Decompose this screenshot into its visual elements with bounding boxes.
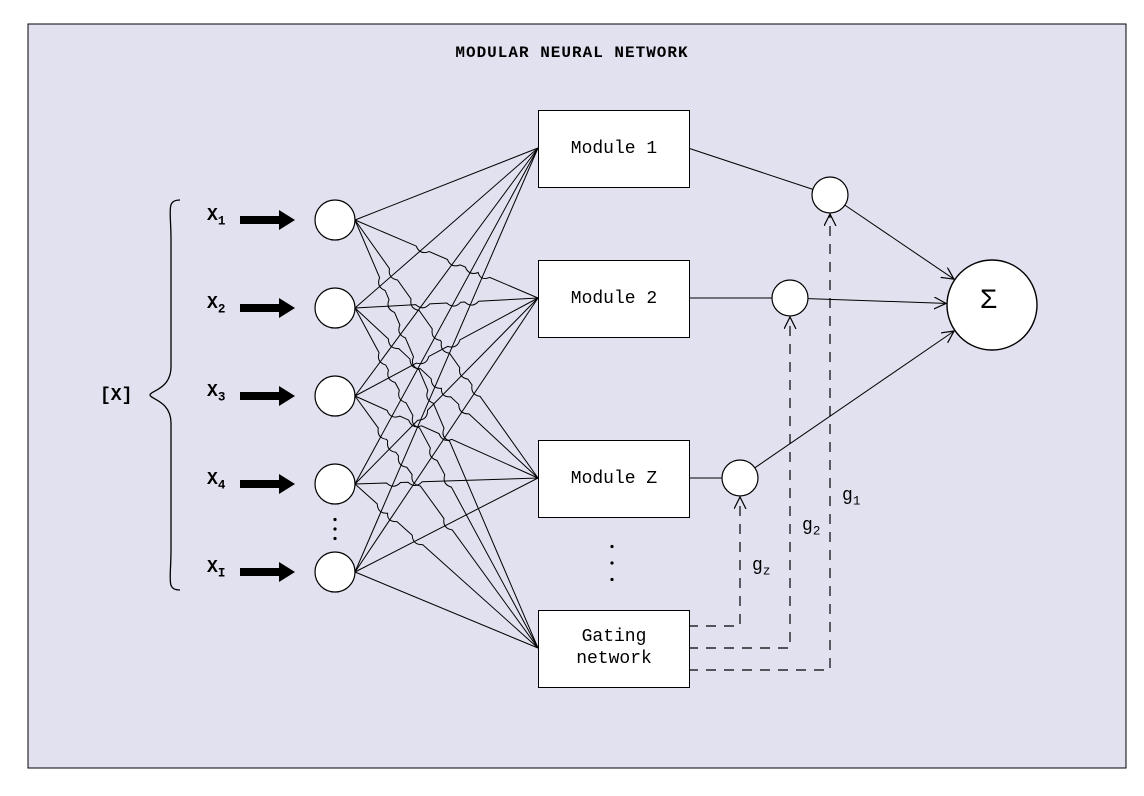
- gating-network-box: Gating network: [538, 610, 690, 688]
- module-z-box: Module Z: [538, 440, 690, 518]
- gating-label-g2: g2: [800, 516, 822, 539]
- input-node-x2: [315, 288, 355, 328]
- input-node-x4: [315, 464, 355, 504]
- module-2-label: Module 2: [571, 289, 657, 309]
- input-node-x3: [315, 376, 355, 416]
- diagram-title: MODULAR NEURAL NETWORK: [0, 44, 1144, 62]
- gating-network-label: Gating network: [576, 627, 652, 670]
- input-label-x2: X2: [207, 294, 225, 317]
- input-label-xI: XI: [207, 558, 225, 581]
- mixer-node-cz: [722, 460, 758, 496]
- module-1-label: Module 1: [571, 139, 657, 159]
- gating-label-g1: g1: [840, 486, 862, 509]
- mixer-node-c2: [772, 280, 808, 316]
- sum-symbol: Σ: [980, 286, 997, 317]
- input-label-x4: X4: [207, 470, 225, 493]
- gating-label-gz: gz: [750, 556, 772, 579]
- module-2-box: Module 2: [538, 260, 690, 338]
- input-node-x1: [315, 200, 355, 240]
- input-node-xI: [315, 552, 355, 592]
- module-ellipsis-dot: [610, 578, 613, 581]
- input-group-label: [X]: [100, 386, 132, 406]
- input-ellipsis-dot: [333, 527, 336, 530]
- input-label-x3: X3: [207, 382, 225, 405]
- input-ellipsis-dot: [333, 537, 336, 540]
- module-ellipsis-dot: [610, 545, 613, 548]
- diagram-canvas: MODULAR NEURAL NETWORK [X] X1 X2 X3 X4 X…: [0, 0, 1144, 796]
- mixer-node-c1: [812, 177, 848, 213]
- module-1-box: Module 1: [538, 110, 690, 188]
- module-ellipsis-dot: [610, 561, 613, 564]
- module-z-label: Module Z: [571, 469, 657, 489]
- input-label-x1: X1: [207, 206, 225, 229]
- input-ellipsis-dot: [333, 518, 336, 521]
